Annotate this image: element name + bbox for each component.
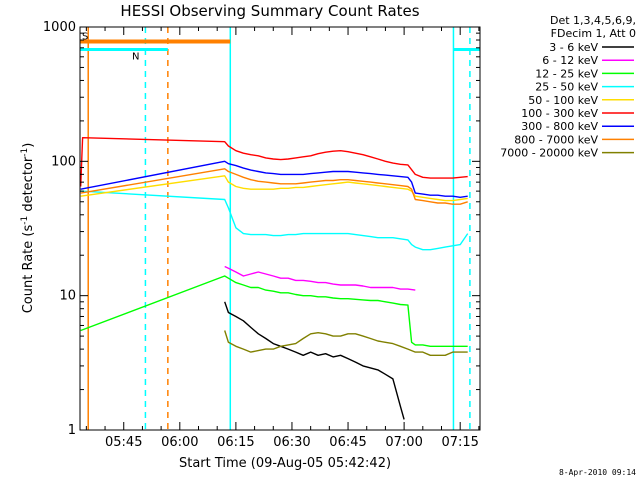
series-line-2: [80, 275, 468, 347]
series-line-0: [224, 301, 405, 420]
x-tick-label-1: 06:00: [161, 435, 198, 450]
y-axis-label-part3: ): [21, 143, 36, 148]
y-tick-label-0: 1: [68, 423, 76, 438]
legend-label-3: 25 - 50 keV: [535, 81, 598, 94]
series-lines: [80, 136, 469, 420]
legend-label-8: 7000 - 20000 keV: [500, 147, 598, 160]
y-axis-label-exp1: -1: [20, 216, 30, 225]
legend-label-0: 3 - 6 keV: [549, 41, 598, 54]
chart-title: HESSI Observing Summary Count Rates: [120, 2, 419, 20]
flag-bars: SN: [80, 31, 480, 62]
legend-header-line-2: FDecim 1, Att 0: [551, 27, 636, 40]
legend-label-2: 12 - 25 keV: [535, 67, 598, 80]
series-line-6: [80, 160, 468, 199]
footer-timestamp: 8-Apr-2010 09:14: [559, 468, 636, 477]
x-tick-labels: 05:45 06:00 06:15 06:30 06:45 07:00 07:15: [105, 435, 479, 450]
legend-header-line-1: Det 1,3,4,5,6,9,: [550, 14, 636, 27]
y-tick-label-2: 100: [51, 154, 76, 169]
x-tick-label-5: 07:00: [385, 435, 422, 450]
legend-label-4: 50 - 100 keV: [528, 94, 598, 107]
plot-area: [80, 27, 480, 430]
y-tick-labels: 1 10 100 1000: [43, 20, 76, 438]
plot-background: [80, 27, 480, 430]
flag-label-n: N: [132, 51, 139, 62]
legend-label-6: 300 - 800 keV: [521, 120, 598, 133]
legend-label-5: 100 - 300 keV: [521, 107, 598, 120]
x-tick-label-0: 05:45: [105, 435, 142, 450]
y-axis-label-part1: Count Rate (s: [21, 225, 36, 314]
vertical-markers: [87, 27, 471, 430]
y-tick-label-3: 1000: [43, 20, 76, 35]
x-tick-label-2: 06:15: [217, 435, 254, 450]
legend-label-1: 6 - 12 keV: [542, 54, 598, 67]
legend: Det 1,3,4,5,6,9, FDecim 1, Att 0 3 - 6 k…: [500, 14, 636, 160]
x-tick-label-4: 06:45: [329, 435, 366, 450]
x-tick-label-3: 06:30: [273, 435, 310, 450]
series-line-7: [80, 168, 468, 205]
y-axis-label-exp2: -1: [20, 148, 30, 157]
y-axis-label: Count Rate (s-1 detector-1): [20, 143, 36, 314]
y-axis-label-part2: detector: [21, 156, 36, 216]
y-tick-label-1: 10: [59, 289, 76, 304]
series-line-3: [80, 190, 469, 251]
series-line-8: [224, 330, 468, 356]
legend-label-7: 800 - 7000 keV: [514, 133, 598, 146]
flag-label-s: S: [82, 31, 88, 42]
x-axis-label: Start Time (09-Aug-05 05:42:42): [179, 456, 391, 471]
x-tick-label-6: 07:15: [441, 435, 478, 450]
series-line-1: [224, 265, 416, 291]
series-line-5: [80, 136, 468, 187]
axes-frame: [79, 26, 481, 431]
axes: [79, 26, 481, 431]
series-line-4: [80, 175, 468, 202]
